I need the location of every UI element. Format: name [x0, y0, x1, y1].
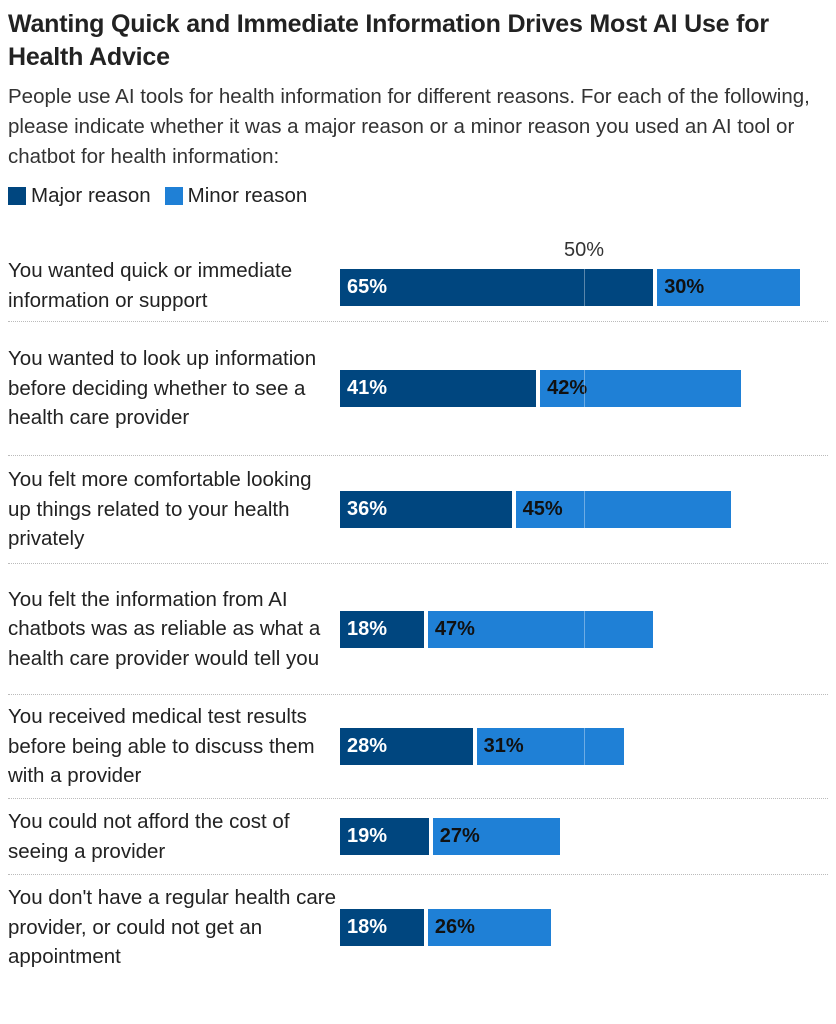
bar-group: 41% 42%: [340, 370, 828, 407]
reference-line-label: 50%: [563, 239, 605, 261]
category-label: You wanted to look up information before…: [8, 347, 317, 430]
category-label: You received medical test results before…: [8, 705, 315, 788]
legend-label-minor: Minor reason: [187, 184, 308, 207]
legend-item-major: Major reason: [8, 184, 151, 208]
bar-group: 65% 30% 50%: [340, 239, 828, 306]
chart-row: You wanted quick or immediate informatio…: [8, 226, 828, 322]
bar-major-reason: 19%: [340, 818, 429, 855]
legend-label-major: Major reason: [31, 184, 151, 207]
bar-major-reason: 18%: [340, 909, 424, 946]
reference-line-50: [584, 818, 585, 855]
chart-row: You could not afford the cost of seeing …: [8, 799, 828, 875]
chart-subtitle: People use AI tools for health informati…: [8, 85, 810, 168]
bar-minor-reason: 45%: [515, 491, 732, 528]
category-label: You could not afford the cost of seeing …: [8, 810, 290, 863]
category-label: You don't have a regular health care pro…: [8, 886, 336, 969]
bar-minor-reason: 47%: [427, 610, 654, 648]
bar-minor-reason: 27%: [432, 818, 561, 855]
bar-major-reason: 36%: [340, 491, 512, 528]
bar-minor-reason: 30%: [657, 269, 800, 306]
reference-line-50: [584, 269, 585, 306]
category-label: You wanted quick or immediate informatio…: [8, 259, 293, 312]
chart-row: You wanted to look up information before…: [8, 322, 828, 456]
legend-item-minor: Minor reason: [164, 184, 308, 208]
bar-group: 36% 45%: [340, 491, 828, 528]
bar-major-reason: 41%: [340, 370, 537, 407]
chart-row: You don't have a regular health care pro…: [8, 875, 828, 980]
category-label: You felt more comfortable looking up thi…: [8, 468, 312, 551]
category-label: You felt the information from AI chatbot…: [8, 587, 321, 670]
reference-line-50: [584, 491, 585, 528]
legend-swatch-major: [8, 187, 26, 205]
bar-minor-reason: 31%: [476, 728, 624, 765]
legend-swatch-minor: [164, 187, 183, 205]
chart-row: You felt the information from AI chatbot…: [8, 564, 828, 695]
chart-row: You felt more comfortable looking up thi…: [8, 456, 828, 564]
bar-minor-reason: 42%: [540, 370, 742, 407]
chart-row: You received medical test results before…: [8, 695, 828, 799]
chart-body: You wanted quick or immediate informatio…: [8, 226, 828, 980]
bar-group: 28% 31%: [340, 728, 828, 765]
reference-line-50: [584, 370, 585, 407]
reference-line-50: [584, 728, 585, 765]
bar-minor-reason: 26%: [427, 909, 551, 946]
bar-group: 19% 27%: [340, 818, 828, 855]
bar-group: 18% 47%: [340, 610, 828, 648]
bar-major-reason: 65%: [340, 269, 654, 306]
legend: Major reason Minor reason: [8, 184, 828, 208]
bar-major-reason: 28%: [340, 728, 473, 765]
chart-title: Wanting Quick and Immediate Information …: [8, 10, 769, 71]
reference-line-50: [584, 610, 585, 648]
bar-major-reason: 18%: [340, 610, 424, 648]
reference-line-50: [584, 909, 585, 946]
bar-group: 18% 26%: [340, 909, 828, 946]
